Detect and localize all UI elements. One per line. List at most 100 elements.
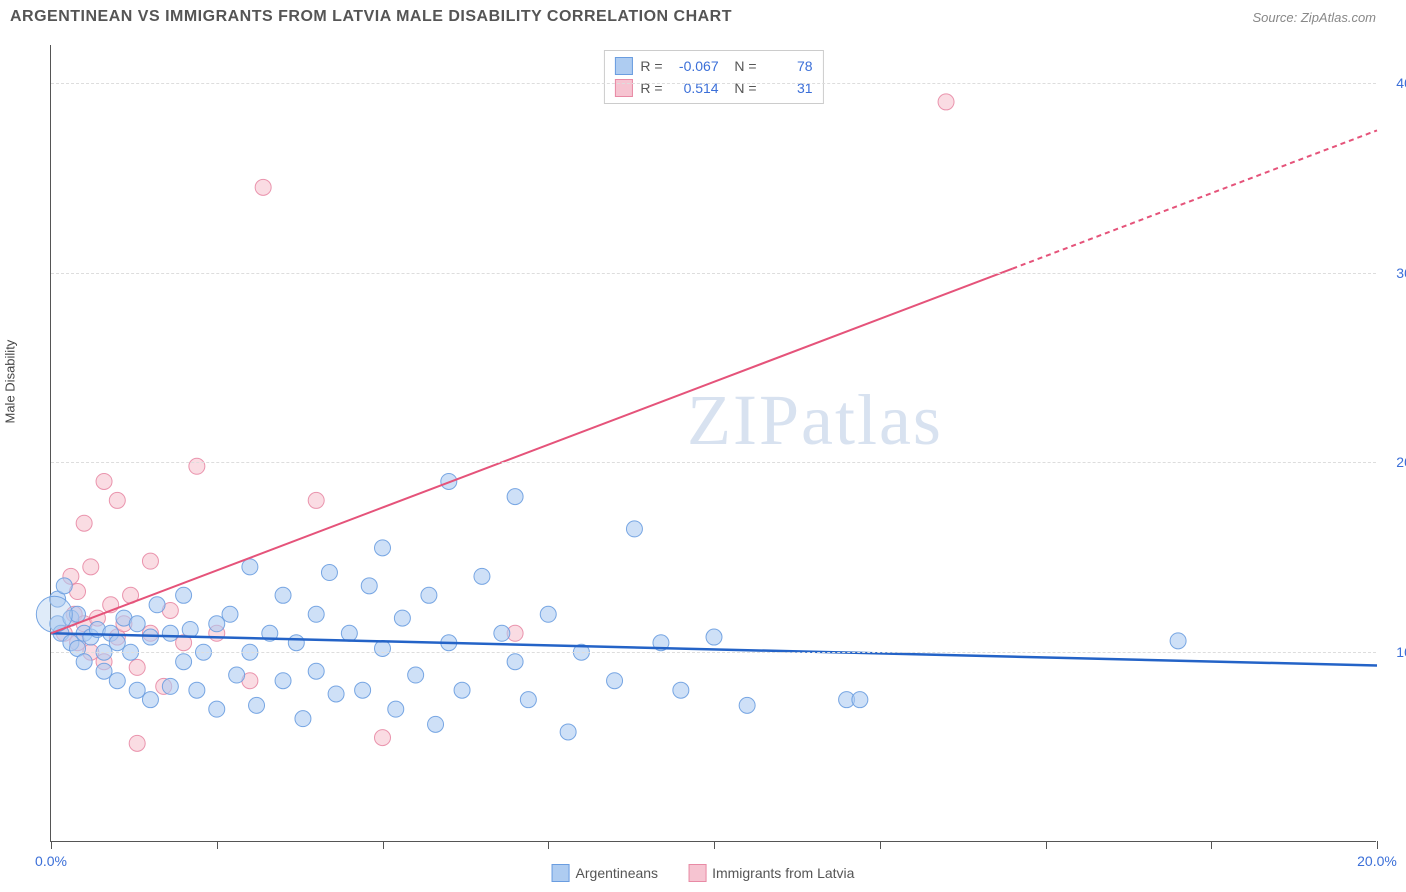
x-tick xyxy=(548,841,549,849)
legend-item: Immigrants from Latvia xyxy=(688,864,854,882)
data-point xyxy=(189,682,205,698)
data-point xyxy=(109,635,125,651)
grid-line xyxy=(51,83,1376,84)
n-label: N = xyxy=(727,58,757,74)
source-label: Source: ZipAtlas.com xyxy=(1252,10,1376,25)
data-point xyxy=(288,635,304,651)
y-tick-label: 20.0% xyxy=(1396,454,1406,470)
data-point xyxy=(295,711,311,727)
data-point xyxy=(109,673,125,689)
data-point xyxy=(209,701,225,717)
data-point xyxy=(607,673,623,689)
legend-swatch xyxy=(688,864,706,882)
x-tick xyxy=(217,841,218,849)
data-point xyxy=(361,578,377,594)
data-point xyxy=(706,629,722,645)
n-value: 78 xyxy=(765,58,813,74)
data-point xyxy=(540,606,556,622)
data-point xyxy=(308,492,324,508)
data-point xyxy=(249,697,265,713)
data-point xyxy=(507,654,523,670)
x-tick xyxy=(383,841,384,849)
r-value: -0.067 xyxy=(671,58,719,74)
legend-row: R = 0.514 N = 31 xyxy=(614,77,812,99)
grid-line xyxy=(51,273,1376,274)
data-point xyxy=(83,559,99,575)
data-point xyxy=(408,667,424,683)
data-point xyxy=(341,625,357,641)
data-point xyxy=(1170,633,1186,649)
trend-line xyxy=(1012,130,1377,268)
legend-swatch xyxy=(552,864,570,882)
r-label: R = xyxy=(640,58,662,74)
data-point xyxy=(421,587,437,603)
data-point xyxy=(109,492,125,508)
data-point xyxy=(275,587,291,603)
data-point xyxy=(129,659,145,675)
data-point xyxy=(56,578,72,594)
legend-label: Argentineans xyxy=(576,865,659,881)
y-tick-label: 10.0% xyxy=(1396,644,1406,660)
data-point xyxy=(394,610,410,626)
data-point xyxy=(375,730,391,746)
data-point xyxy=(229,667,245,683)
data-point xyxy=(355,682,371,698)
chart-title: ARGENTINEAN VS IMMIGRANTS FROM LATVIA MA… xyxy=(10,8,732,26)
data-point xyxy=(308,606,324,622)
data-point xyxy=(176,654,192,670)
y-tick-label: 30.0% xyxy=(1396,265,1406,281)
x-tick xyxy=(51,841,52,849)
data-point xyxy=(275,673,291,689)
grid-line xyxy=(51,652,1376,653)
data-point xyxy=(149,597,165,613)
scatter-plot-svg xyxy=(51,45,1376,841)
data-point xyxy=(938,94,954,110)
data-point xyxy=(428,716,444,732)
data-point xyxy=(308,663,324,679)
data-point xyxy=(209,616,225,632)
data-point xyxy=(76,515,92,531)
data-point xyxy=(494,625,510,641)
data-point xyxy=(388,701,404,717)
x-tick xyxy=(880,841,881,849)
data-point xyxy=(507,489,523,505)
data-point xyxy=(76,654,92,670)
data-point xyxy=(129,616,145,632)
data-point xyxy=(560,724,576,740)
data-point xyxy=(255,179,271,195)
data-point xyxy=(189,458,205,474)
data-point xyxy=(96,663,112,679)
y-tick-label: 40.0% xyxy=(1396,75,1406,91)
grid-line xyxy=(51,462,1376,463)
data-point xyxy=(242,559,258,575)
data-point xyxy=(162,625,178,641)
legend-label: Immigrants from Latvia xyxy=(712,865,854,881)
data-point xyxy=(142,692,158,708)
data-point xyxy=(129,735,145,751)
y-axis-label: Male Disability xyxy=(3,340,18,424)
chart-plot-area: ZIPatlas R = -0.067 N = 78 R = 0.514 N =… xyxy=(50,45,1376,842)
data-point xyxy=(96,473,112,489)
data-point xyxy=(142,553,158,569)
data-point xyxy=(852,692,868,708)
x-tick xyxy=(1211,841,1212,849)
data-point xyxy=(474,568,490,584)
data-point xyxy=(739,697,755,713)
data-point xyxy=(520,692,536,708)
data-point xyxy=(182,621,198,637)
data-point xyxy=(321,565,337,581)
x-tick-label: 20.0% xyxy=(1357,853,1397,869)
data-point xyxy=(176,587,192,603)
data-point xyxy=(328,686,344,702)
legend-swatch xyxy=(614,79,632,97)
data-point xyxy=(673,682,689,698)
data-point xyxy=(626,521,642,537)
data-point xyxy=(222,606,238,622)
x-tick xyxy=(714,841,715,849)
legend-item: Argentineans xyxy=(552,864,659,882)
data-point xyxy=(454,682,470,698)
data-point xyxy=(375,640,391,656)
legend-swatch xyxy=(614,57,632,75)
data-point xyxy=(375,540,391,556)
data-point xyxy=(129,682,145,698)
